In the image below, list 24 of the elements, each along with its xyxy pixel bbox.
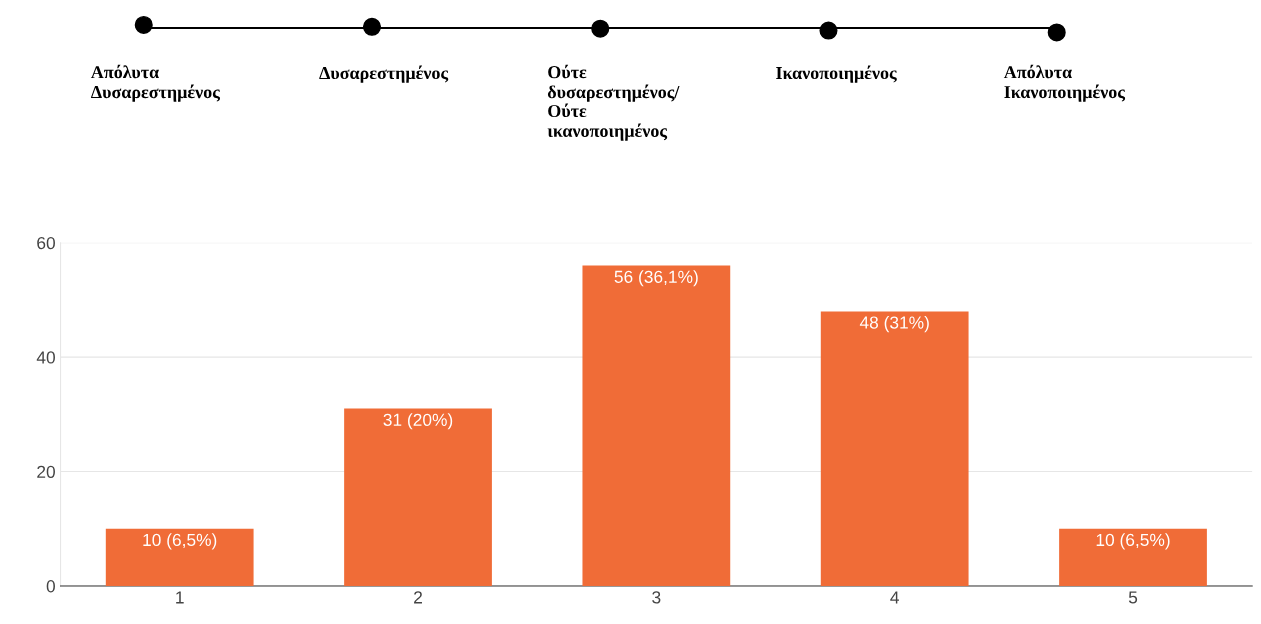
x-tick-label: 5 — [1128, 591, 1138, 604]
data-label: 10 (6,5%) — [1096, 533, 1170, 550]
y-tick-label: 60 — [37, 236, 55, 250]
x-tick-label: 3 — [652, 591, 661, 604]
text: Ικανοποιημένος — [776, 65, 897, 83]
data-label: 56 (36,1%) — [614, 270, 698, 287]
x-tick-label: 2 — [414, 591, 422, 604]
bar — [105, 528, 254, 586]
y-tick-label: 0 — [46, 580, 55, 593]
y-tick-label: 20 — [37, 465, 55, 478]
bar — [1059, 528, 1207, 586]
bar — [344, 408, 492, 586]
data-label: 31 (20%) — [383, 413, 453, 430]
text: Απόλυτα Δυσαρεστημένος — [90, 64, 220, 102]
bar — [820, 311, 969, 586]
x-tick-label: 1 — [176, 591, 184, 604]
data-label: 48 (31%) — [859, 315, 929, 333]
y-tick-label: 40 — [36, 351, 55, 364]
text: Δυσαρεστημένος — [319, 65, 449, 83]
bar — [582, 265, 731, 586]
data-label: 10 (6,5%) — [143, 533, 217, 550]
x-tick-label: 4 — [890, 591, 899, 604]
text: Απόλυτα Ικανοποιημένος — [1003, 64, 1126, 102]
text: Ούτε δυσαρεστημένος/ Ούτε ικανοποιημένος — [547, 64, 680, 141]
